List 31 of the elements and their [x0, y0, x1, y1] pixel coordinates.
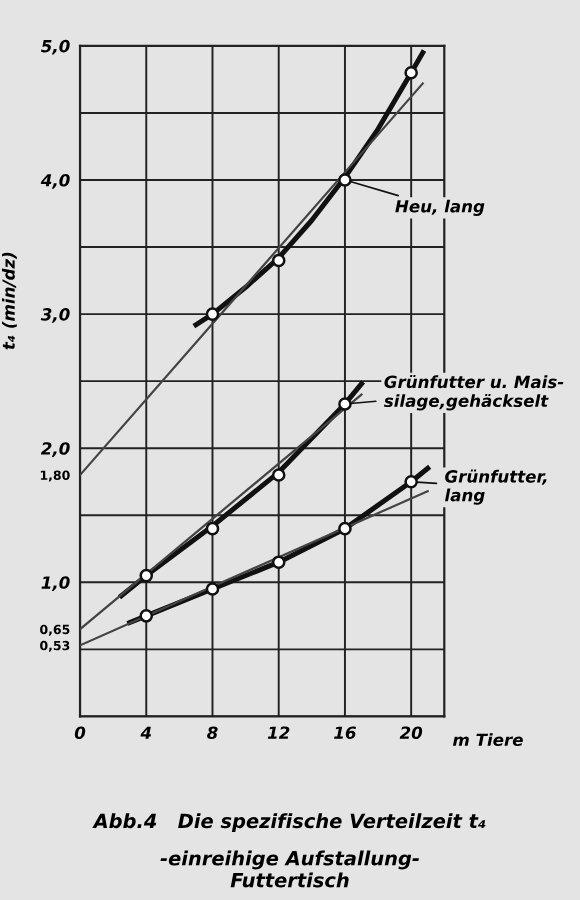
y-tick-label: 3,0 — [40, 308, 70, 323]
x-tick-label: 20 — [399, 726, 423, 740]
text: Heu, lang — [395, 199, 485, 216]
point — [205, 307, 220, 321]
point — [404, 65, 418, 80]
text: Abb.4 Die spezifische Verteilzeit t₄ — [92, 813, 486, 833]
point — [338, 173, 352, 187]
point — [205, 521, 220, 536]
x-tick-label: 0 — [74, 726, 86, 740]
x-tick-label: 12 — [267, 726, 290, 739]
y-tick-label: 1,0 — [41, 576, 70, 591]
y-tick-label: 5,0 — [41, 39, 70, 55]
legend-label: Grünfutter, lang — [445, 469, 547, 505]
point — [271, 555, 286, 569]
x-tick-label: 4 — [140, 726, 152, 739]
point — [404, 474, 418, 489]
point — [139, 609, 154, 623]
point — [338, 521, 352, 536]
y-tick-label: 4,0 — [40, 173, 70, 189]
y-tick-label: 2,0 — [40, 442, 70, 457]
point — [139, 568, 154, 583]
text: -einreihige Aufstallung- Futtertisch — [160, 850, 419, 888]
x-tick-label: 16 — [334, 726, 356, 740]
y-axis-title: t₄ (min/dz) — [1, 252, 17, 350]
x-axis-title: m Tiere — [452, 733, 523, 747]
point — [338, 397, 352, 411]
legend-label: Grünfutter u. Mais- silage,gehäckselt — [383, 375, 564, 411]
point — [205, 582, 220, 596]
x-tick-label: 8 — [207, 726, 218, 740]
point — [271, 468, 286, 482]
point — [271, 253, 286, 268]
